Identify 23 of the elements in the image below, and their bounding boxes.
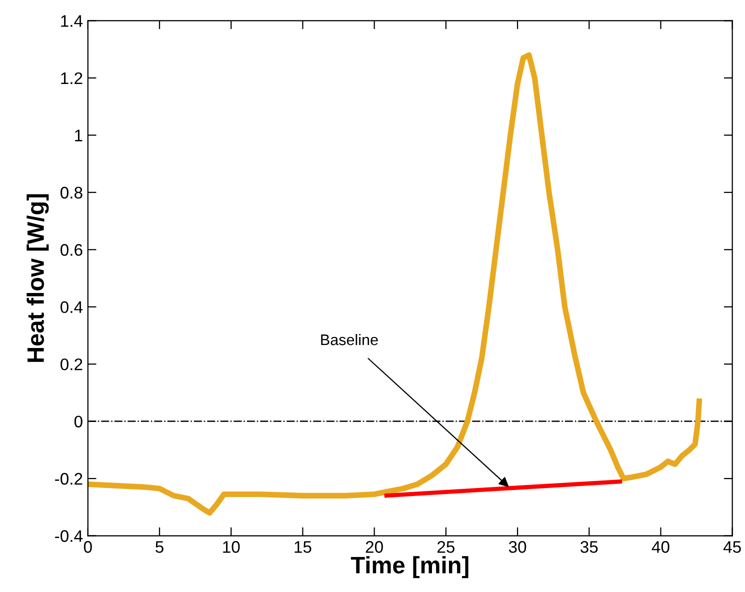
x-axis-title: Time [min] xyxy=(350,556,468,578)
x-tick-label: 10 xyxy=(223,541,240,553)
y-tick-label: 1.4 xyxy=(61,15,83,27)
x-tick-label: 30 xyxy=(508,541,526,553)
x-tick-label: 5 xyxy=(156,541,164,553)
y-tick-label: 0.8 xyxy=(60,186,82,199)
x-tick-label: 25 xyxy=(437,541,454,553)
x-tick-label: 20 xyxy=(366,541,383,553)
x-tick-label: 0 xyxy=(84,541,92,553)
y-tick-label: 0 xyxy=(74,416,82,428)
y-tick-label: 0.2 xyxy=(60,358,82,370)
x-tick-label: 15 xyxy=(294,541,312,553)
x-tick-label: 35 xyxy=(580,541,598,553)
y-tick-label: -0.2 xyxy=(55,472,82,485)
annotation: Baseline xyxy=(321,334,378,346)
y-tick-label: -0.4 xyxy=(55,530,83,542)
x-tick-label: 40 xyxy=(652,541,670,553)
y-axis-title: Heat flow [W/g] xyxy=(26,194,49,362)
y-tick-label: 1 xyxy=(75,130,82,142)
y-tick-label: 0.4 xyxy=(60,301,83,314)
y-tick-label: 1.2 xyxy=(61,72,82,84)
y-tick-label: 0.6 xyxy=(60,244,82,256)
x-tick-label: 45 xyxy=(723,541,741,553)
